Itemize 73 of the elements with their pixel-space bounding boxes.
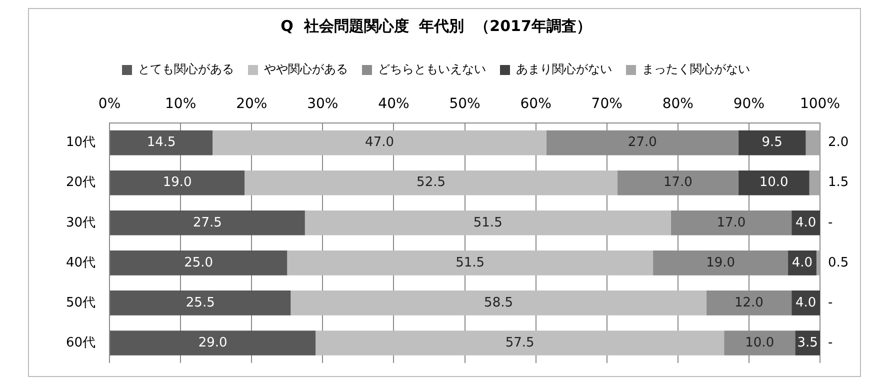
x-tick-label: 90% <box>733 96 765 112</box>
bar <box>809 170 820 196</box>
legend-label: とても関心がある <box>138 62 234 76</box>
bar <box>110 250 288 276</box>
data-label: 51.5 <box>456 255 485 270</box>
bar <box>110 130 213 156</box>
data-label: 10.0 <box>745 335 774 350</box>
x-tick-label: 100% <box>800 96 840 112</box>
data-label: 4.0 <box>792 255 813 270</box>
bar <box>290 290 706 316</box>
bar <box>738 170 810 196</box>
data-label: 1.5 <box>828 175 849 190</box>
data-label: 27.0 <box>628 135 657 150</box>
legend-label: やや関心がある <box>264 62 348 76</box>
data-label: 51.5 <box>473 215 502 230</box>
x-tick-label: 50% <box>449 96 480 112</box>
data-label: 58.5 <box>484 295 513 310</box>
data-label: 9.5 <box>762 135 782 150</box>
data-label: - <box>828 295 833 310</box>
y-tick-label: 60代 <box>66 335 96 350</box>
x-tick-label: 40% <box>378 96 410 112</box>
x-tick-label: 80% <box>662 96 694 112</box>
data-label: 17.0 <box>663 175 692 190</box>
bar <box>792 290 820 316</box>
data-label: 4.0 <box>795 215 816 230</box>
x-tick-label: 60% <box>520 96 552 112</box>
x-tick-label: 20% <box>236 96 268 112</box>
data-label: 25.0 <box>184 255 214 270</box>
data-label: 14.5 <box>146 135 176 150</box>
x-tick-label: 30% <box>307 96 338 112</box>
data-label: 47.0 <box>365 135 394 150</box>
data-label: 25.5 <box>186 295 215 310</box>
bar <box>110 170 245 196</box>
data-label: - <box>828 215 833 230</box>
bar <box>304 210 671 236</box>
data-label: 12.0 <box>734 295 764 310</box>
legend-label: まったく関心がない <box>642 62 750 76</box>
data-label: 19.0 <box>706 255 736 270</box>
data-label: 29.0 <box>198 335 228 350</box>
data-label: 19.0 <box>162 175 192 190</box>
data-label: 3.5 <box>797 335 818 350</box>
bar <box>212 130 546 156</box>
bar <box>287 250 654 276</box>
data-label: 57.5 <box>505 335 534 350</box>
data-label: 17.0 <box>716 215 746 230</box>
x-tick-label: 10% <box>165 96 196 112</box>
bar <box>788 250 816 276</box>
legend-label: どちらともいえない <box>378 62 486 76</box>
bar <box>806 130 820 156</box>
bar <box>244 170 618 196</box>
bar <box>110 290 291 316</box>
data-label: 52.5 <box>416 175 446 190</box>
bar <box>110 210 305 236</box>
data-label: 27.5 <box>193 215 222 230</box>
y-tick-label: 50代 <box>66 295 96 310</box>
bar <box>316 330 724 356</box>
bar <box>792 210 820 236</box>
y-tick-label: 20代 <box>66 175 96 190</box>
legend-label: あまり関心がない <box>516 62 612 76</box>
data-label: 0.5 <box>828 255 849 270</box>
bar <box>110 330 316 356</box>
bar <box>816 250 820 276</box>
x-tick-label: 0% <box>98 96 121 112</box>
y-tick-label: 10代 <box>66 135 96 150</box>
bar <box>738 130 806 156</box>
x-tick-label: 70% <box>591 96 622 112</box>
data-label: 10.0 <box>759 175 788 190</box>
y-tick-label: 40代 <box>66 255 96 270</box>
chart-title: Q 社会問題関心度 年代別 （2017年調査） <box>280 16 592 35</box>
data-label: 4.0 <box>795 295 816 310</box>
data-label: 2.0 <box>828 135 849 150</box>
y-tick-label: 30代 <box>66 215 96 230</box>
data-label: - <box>828 335 833 350</box>
